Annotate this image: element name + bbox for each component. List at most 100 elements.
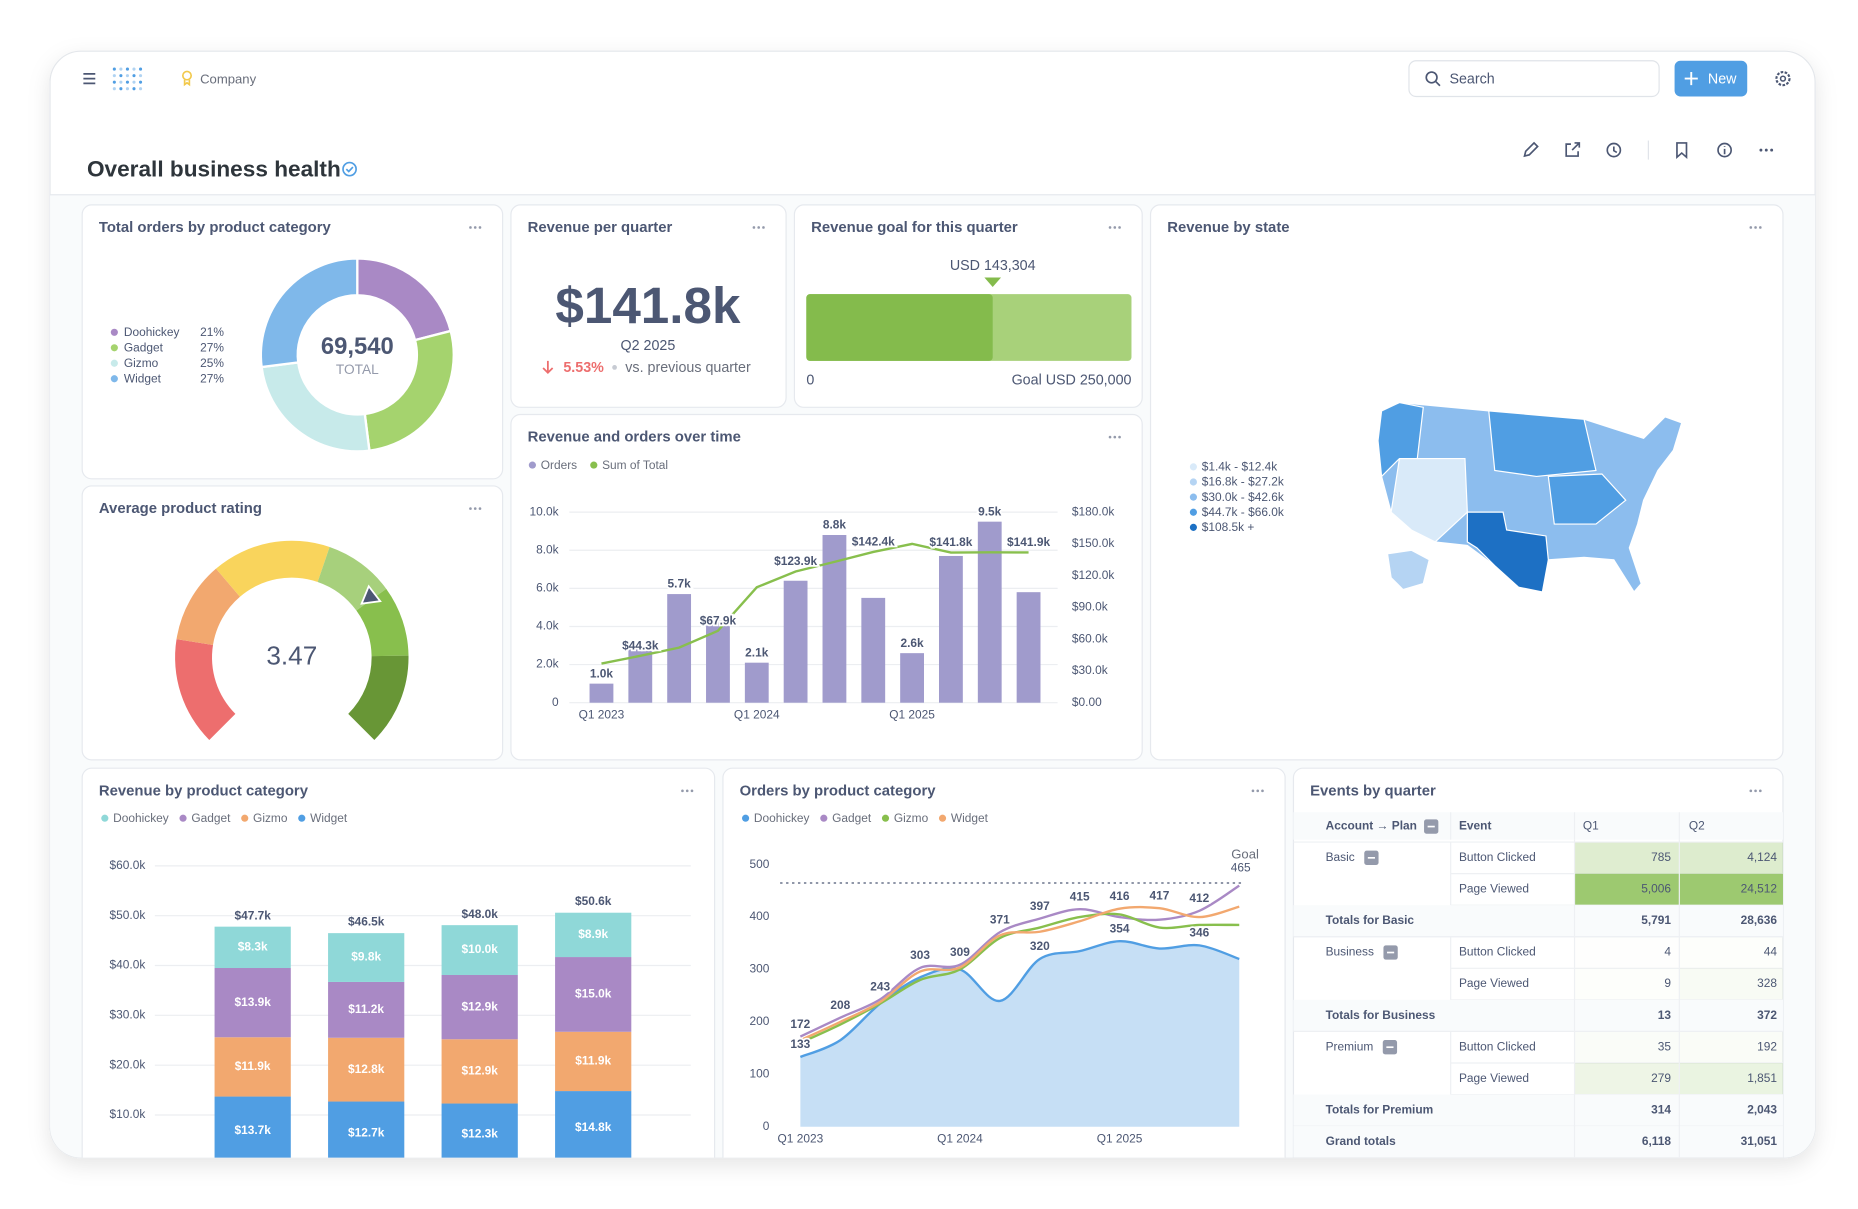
x-tick-label: Q1 2025 [889,707,935,721]
card-menu[interactable] [1754,226,1757,229]
progress-value-label: USD 143,304 [950,258,1036,274]
card-menu[interactable] [1108,226,1112,229]
card-menu[interactable] [1113,435,1117,439]
bar [977,521,1002,703]
card-menu[interactable] [752,226,756,229]
card-title[interactable]: Revenue per quarter [528,220,673,236]
settings-icon [1779,75,1787,82]
progress-bar [806,294,993,361]
card-menu[interactable] [1251,789,1255,793]
total-label: $47.7k [234,909,271,923]
heat-cell [1679,873,1783,906]
card-menu[interactable] [1118,226,1121,229]
legend-label: Gadget [191,811,231,825]
share-icon[interactable] [1565,142,1581,157]
card-menu[interactable] [1108,435,1112,439]
segment-label: $10.0k [461,942,498,956]
card-title[interactable]: Orders by product category [740,783,937,799]
legend-swatch [820,814,828,822]
logo-dot [112,87,116,91]
legend-swatch [528,461,536,469]
bar [861,597,886,703]
history-icon[interactable] [1606,142,1622,158]
edit-icon[interactable] [1523,141,1539,158]
card-menu[interactable] [681,789,684,793]
card-menu[interactable] [1261,789,1264,793]
info-icon[interactable] [1717,142,1732,158]
column-header[interactable]: Q2 [1689,819,1705,833]
column-header[interactable]: Event [1459,819,1491,833]
card-title[interactable]: Events by quarter [1310,783,1436,799]
event-name: Button Clicked [1459,850,1536,864]
card-title[interactable]: Revenue by product category [99,783,309,799]
card-menu[interactable] [1749,789,1753,793]
y-tick-label: 400 [750,909,770,923]
more-icon[interactable] [1759,148,1763,152]
card-menu[interactable] [1754,789,1757,793]
card-title[interactable]: Revenue and orders over time [528,430,741,446]
data-label: 133 [790,1037,810,1051]
card-menu[interactable] [1759,789,1762,793]
segment-label: $12.8k [348,1062,385,1076]
bar [628,649,653,703]
column-header[interactable]: Account → Plan [1326,819,1417,833]
org-name[interactable]: Company [200,71,256,86]
donut-total: 69,540 [321,333,394,360]
event-name: Button Clicked [1459,1039,1536,1053]
bar-segment [555,912,632,958]
new-button[interactable] [1674,60,1748,97]
window-content: Company Search New Overall business health T… [50,60,1816,1158]
card-menu[interactable] [469,507,472,510]
card-menu[interactable] [757,226,760,229]
column-header[interactable]: Q1 [1583,819,1599,833]
card-menu[interactable] [469,226,472,229]
cell-value: 785 [1651,850,1671,864]
gauge-pointer [360,584,382,605]
card-title[interactable]: Revenue goal for this quarter [811,220,1018,236]
card-menu[interactable] [1118,435,1121,439]
more-icon[interactable] [1764,148,1768,152]
y2-tick-label: $150.0k [1072,536,1114,550]
plan-name: Business [1326,945,1374,959]
map-region [1547,473,1627,525]
card-menu[interactable] [473,507,477,510]
card-menu[interactable] [1113,226,1117,229]
history-icon [1613,146,1618,154]
logo-dot [132,74,136,78]
legend-label: Sum of Total [602,458,668,472]
card-menu[interactable] [690,789,694,793]
cell-value: 1,851 [1747,1071,1777,1085]
card-menu[interactable] [478,226,482,229]
totals-label: Grand totals [1326,1134,1397,1148]
card-title[interactable]: Total orders by product category [99,220,332,236]
donut-slice [259,257,359,369]
card-menu[interactable] [478,507,482,510]
data-label: 415 [1070,889,1090,903]
card-title[interactable]: Revenue by state [1167,220,1289,236]
bar-segment [441,925,518,975]
settings-icon[interactable] [1775,70,1791,87]
y2-tick-label: $90.0k [1072,600,1108,614]
legend-swatch [110,375,118,383]
data-label: 397 [1030,899,1050,913]
cell-value: 4 [1664,945,1671,959]
card-menu[interactable] [1759,226,1762,229]
bookmark-icon[interactable] [1676,142,1688,160]
new-button-label[interactable]: New [1708,72,1737,88]
legend-value: 27% [200,341,224,355]
legend-swatch [179,814,187,822]
card-menu[interactable] [685,789,689,793]
more-icon[interactable] [1770,148,1774,152]
search-placeholder[interactable]: Search [1449,72,1494,88]
data-label: 9.5k [978,504,1002,518]
card-menu[interactable] [473,226,477,229]
data-label: 5.7k [668,577,692,591]
plan-name: Premium [1326,1039,1374,1053]
totals-row [1293,905,1783,937]
segment-label: $12.7k [348,1125,385,1139]
card-menu[interactable] [762,226,765,229]
card-menu[interactable] [1749,226,1753,229]
card-title[interactable]: Average product rating [99,501,262,517]
card-menu[interactable] [1256,789,1260,793]
search-box[interactable] [1408,60,1660,98]
